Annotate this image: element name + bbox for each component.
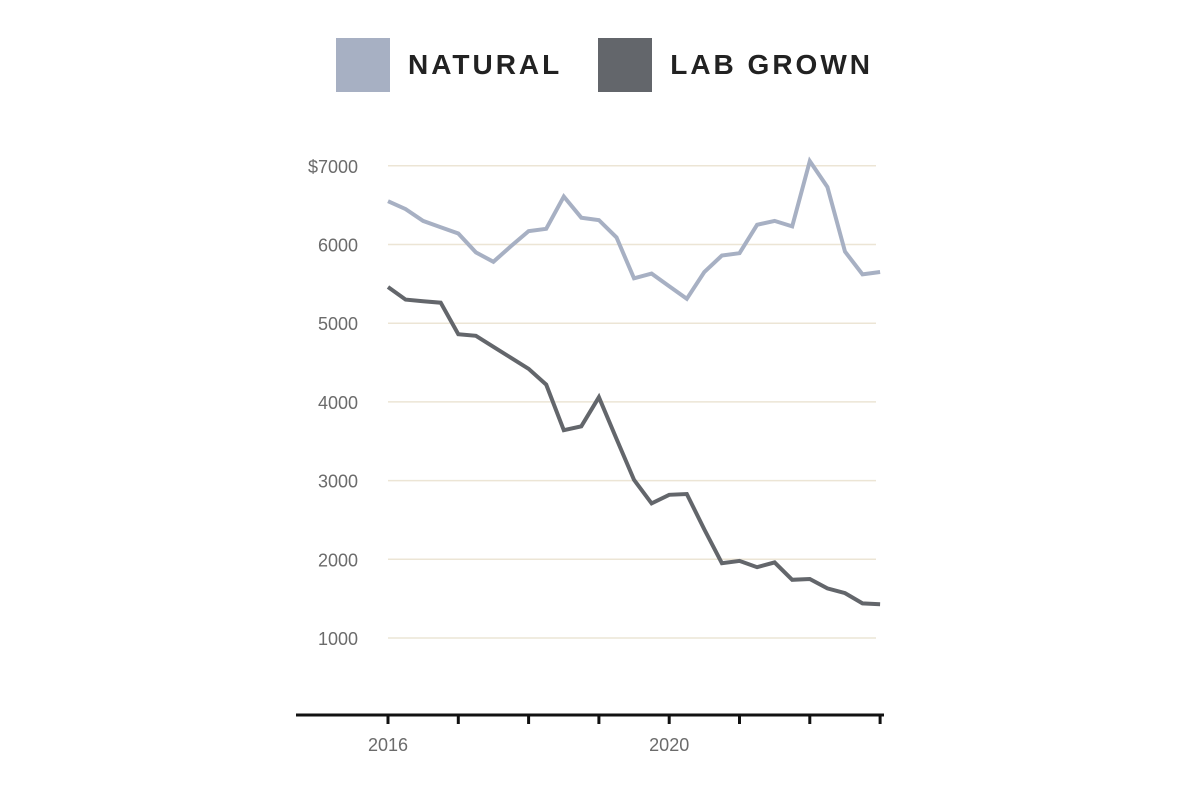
- legend: NATURAL LAB GROWN: [336, 38, 909, 92]
- y-tick-label: $7000: [308, 157, 358, 177]
- series-line-natural: [387, 156, 881, 302]
- legend-swatch-natural: [336, 38, 390, 92]
- y-tick-label: 4000: [318, 393, 358, 413]
- series-line-lab-grown: [386, 285, 881, 607]
- y-tick-label: 3000: [318, 472, 358, 492]
- y-tick-label: 1000: [318, 629, 358, 649]
- legend-label-lab-grown: LAB GROWN: [670, 49, 873, 80]
- x-tick-label: 2016: [368, 735, 408, 755]
- legend-label-natural: NATURAL: [408, 49, 563, 80]
- legend-swatch-lab-grown: [598, 38, 653, 92]
- y-tick-label: 2000: [318, 550, 358, 570]
- y-tick-label: 6000: [318, 236, 358, 256]
- y-tick-label: 5000: [318, 314, 358, 334]
- x-tick-label: 2020: [649, 735, 689, 755]
